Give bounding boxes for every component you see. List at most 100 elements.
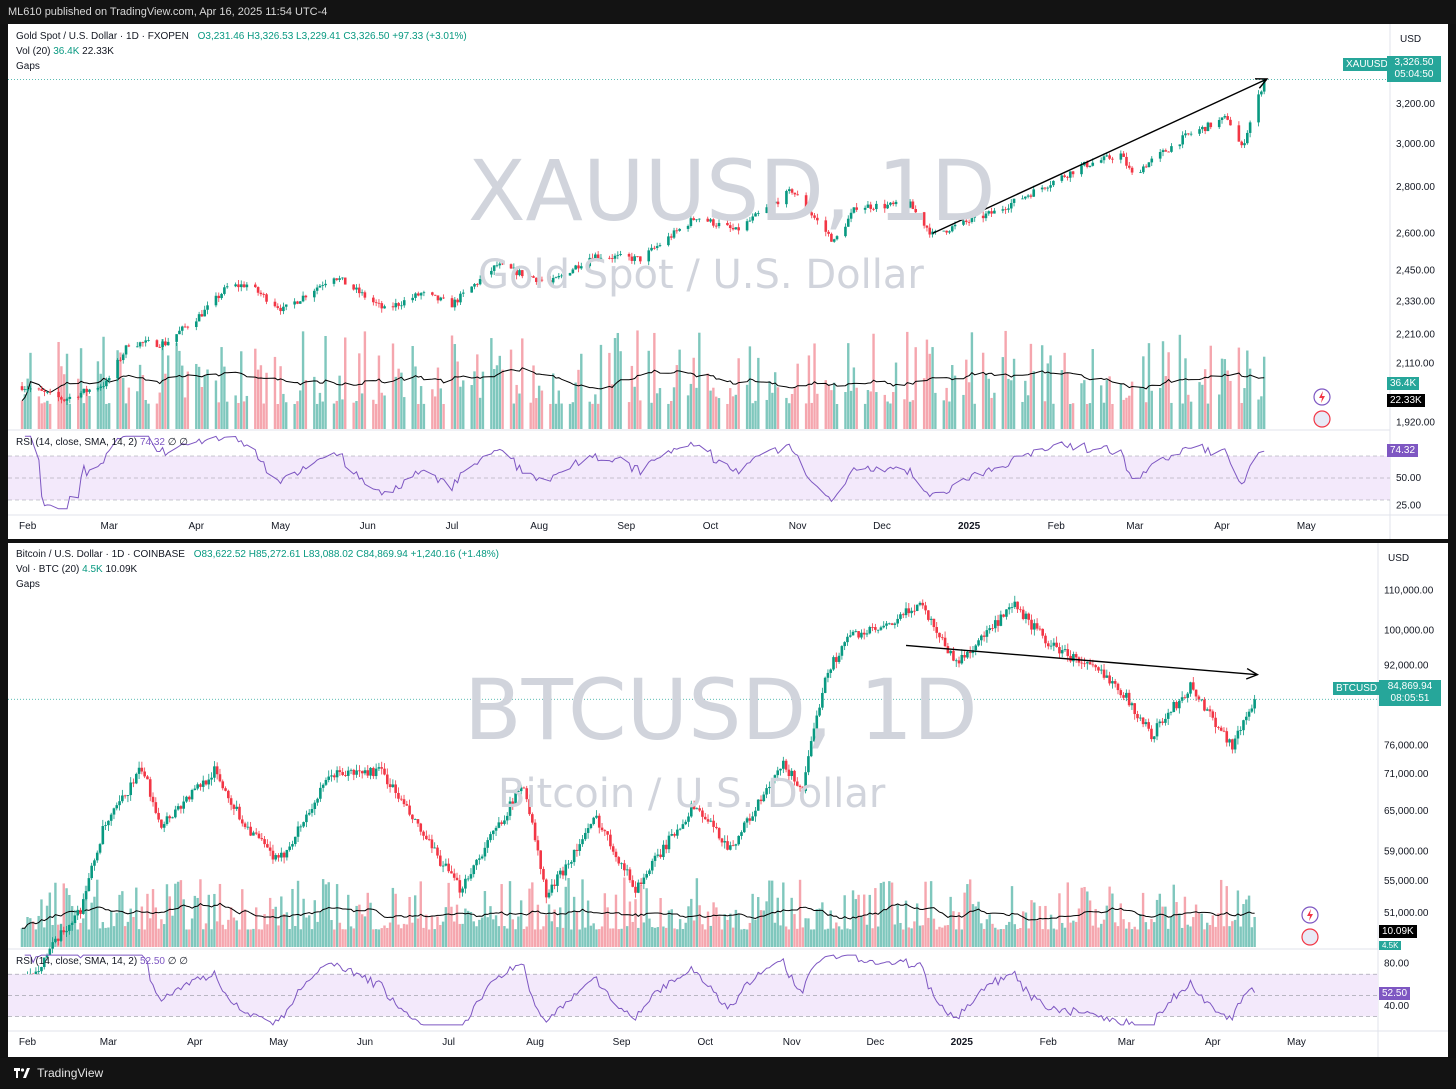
volume-bar xyxy=(943,925,947,947)
volume-bar xyxy=(299,929,303,947)
candle-body xyxy=(82,388,86,393)
volume-bar xyxy=(185,929,188,947)
candle-body xyxy=(876,629,880,631)
candle-body xyxy=(408,805,411,815)
volume-bar xyxy=(1142,356,1145,429)
volume-bar xyxy=(1010,380,1013,429)
volume-bar xyxy=(637,927,640,947)
volume-bar xyxy=(600,926,604,947)
candle-body xyxy=(280,852,283,858)
candle-body xyxy=(23,389,27,391)
candle-body xyxy=(687,816,690,822)
candle-body xyxy=(844,226,847,237)
candle-body xyxy=(921,602,925,606)
volume-bar xyxy=(1192,917,1195,947)
gold-currency-button[interactable]: USD xyxy=(1400,34,1422,45)
volume-bar xyxy=(892,391,895,429)
candle-body xyxy=(570,862,573,864)
gold-vol-a: 36.4K xyxy=(53,46,80,57)
candle-body xyxy=(840,646,844,656)
candle-body xyxy=(107,378,111,381)
candle-body xyxy=(889,202,892,205)
candle-body xyxy=(439,297,443,301)
candle-body xyxy=(1189,133,1193,135)
volume-bar xyxy=(804,918,807,947)
volume-bar xyxy=(40,403,43,429)
volume-bar xyxy=(875,392,878,429)
candle-body xyxy=(751,216,755,221)
candle-body xyxy=(277,855,280,858)
volume-bar xyxy=(568,403,572,429)
candle-body xyxy=(734,844,738,846)
gold-chart-panel[interactable]: 3,200.00 3,000.00 2,800.00 2,600.00 2,450.00… xyxy=(8,24,1448,539)
volume-bar xyxy=(1061,922,1064,947)
candle-body xyxy=(304,295,308,298)
volume-bar xyxy=(197,366,201,429)
volume-sma-line xyxy=(21,367,1265,402)
candle-body xyxy=(76,909,80,916)
candle-body xyxy=(1019,609,1022,611)
gold-rsi-tag: 74.32 xyxy=(1387,444,1419,457)
candle-body xyxy=(904,608,908,616)
candle-body xyxy=(229,798,233,805)
candle-body xyxy=(65,398,69,401)
candle-body xyxy=(1027,613,1031,620)
candle-body xyxy=(940,637,944,639)
price-tick-label: 59,000.00 xyxy=(1384,847,1429,858)
volume-bar xyxy=(816,393,819,429)
candle-body xyxy=(1127,165,1131,168)
candle-body xyxy=(650,247,653,251)
candle-body xyxy=(380,767,384,769)
candle-body xyxy=(1066,176,1069,178)
candle-body xyxy=(918,602,922,605)
volume-bar xyxy=(203,375,206,429)
volume-bar xyxy=(740,929,743,947)
volume-bar xyxy=(1169,916,1173,947)
candle-body xyxy=(436,847,439,856)
footer-brand[interactable]: TradingView xyxy=(37,1066,104,1080)
volume-bar xyxy=(639,885,643,947)
volume-bar xyxy=(235,920,238,947)
candle-body xyxy=(296,301,299,304)
candle-body xyxy=(1074,654,1078,658)
volume-bar xyxy=(1189,401,1193,429)
candle-body xyxy=(98,844,102,853)
candle-body xyxy=(645,874,648,878)
volume-bar xyxy=(681,928,685,947)
volume-bar xyxy=(545,915,548,947)
btc-last-price: 84,869.94 xyxy=(1387,681,1433,692)
volume-bar xyxy=(609,928,612,947)
volume-bar xyxy=(1080,887,1083,947)
candle-body xyxy=(1262,79,1266,92)
btc-chart-canvas[interactable]: 110,000.00100,000.0092,000.0076,000.0071… xyxy=(8,543,1448,1057)
candle-body xyxy=(1257,94,1260,123)
btc-currency-button[interactable]: USD xyxy=(1388,553,1410,564)
time-axis-label: Feb xyxy=(19,521,37,532)
candle-body xyxy=(461,292,465,294)
price-tick-label: 65,000.00 xyxy=(1384,806,1429,817)
volume-bar xyxy=(492,369,496,429)
volume-bar xyxy=(968,879,972,947)
gold-chart-canvas[interactable]: 3,200.003,000.002,800.002,600.002,450.00… xyxy=(8,24,1448,539)
candle-body xyxy=(561,870,565,876)
candle-body xyxy=(109,814,113,821)
candle-body xyxy=(1217,119,1221,128)
volume-bar xyxy=(531,882,534,947)
volume-bar xyxy=(174,883,177,947)
volume-bar xyxy=(757,897,760,947)
candle-body xyxy=(905,204,909,208)
volume-bar xyxy=(436,367,440,429)
volume-bar xyxy=(689,383,693,429)
volume-bar xyxy=(1097,927,1100,947)
gold-symbol-line: Gold Spot / U.S. Dollar · 1D · FXOPEN xyxy=(16,31,189,42)
volume-bar xyxy=(832,928,835,947)
volume-bar xyxy=(427,929,431,947)
volume-bar xyxy=(1086,891,1089,947)
candle-body xyxy=(223,287,226,294)
volume-bar xyxy=(1144,402,1148,429)
btc-chart-panel[interactable]: 110,000.00 100,000.00 92,000.00 76,000.00 71… xyxy=(8,543,1448,1057)
volume-bar xyxy=(994,927,997,947)
candle-body xyxy=(1044,635,1047,644)
candle-body xyxy=(648,870,651,875)
candle-body xyxy=(500,822,503,824)
